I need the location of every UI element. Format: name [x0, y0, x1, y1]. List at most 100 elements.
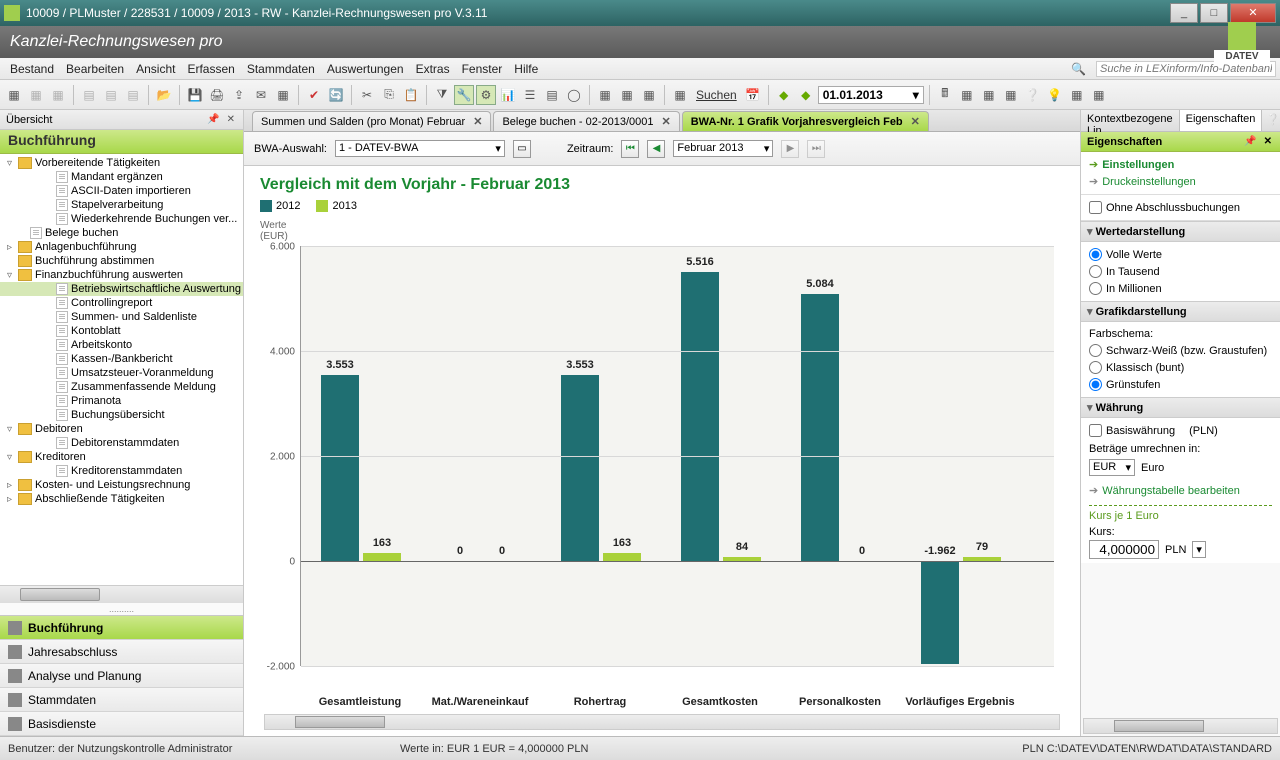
tree-node[interactable]: Stapelverarbeitung: [0, 198, 243, 212]
chk-abschluss[interactable]: Ohne Abschlussbuchungen: [1089, 199, 1272, 216]
expand-button[interactable]: ▭: [513, 140, 531, 158]
tree-node[interactable]: Buchungsübersicht: [0, 408, 243, 422]
tool-5[interactable]: ▤: [101, 85, 121, 105]
search-icon[interactable]: 🔍: [1065, 62, 1092, 76]
opt-tausend[interactable]: In Tausend: [1089, 263, 1272, 280]
opt-millionen[interactable]: In Millionen: [1089, 280, 1272, 297]
tool-r5[interactable]: ▦: [1067, 85, 1087, 105]
panel-close-icon[interactable]: ✕: [1264, 136, 1274, 147]
tool-y3[interactable]: ▦: [639, 85, 659, 105]
tool-g1[interactable]: ◆: [774, 85, 794, 105]
tree-node[interactable]: Primanota: [0, 394, 243, 408]
help-icon[interactable]: ❔: [1023, 85, 1043, 105]
menu-bestand[interactable]: Bestand: [4, 62, 60, 76]
tree-node[interactable]: Betriebswirtschaftliche Auswertung: [0, 282, 243, 296]
tool-4[interactable]: ▤: [79, 85, 99, 105]
chart-scrollbar[interactable]: [264, 714, 1060, 730]
nav-basisdienste[interactable]: Basisdienste: [0, 712, 243, 736]
print-icon[interactable]: 🖨: [207, 85, 227, 105]
bwa-select[interactable]: 1 - DATEV-BWA▾: [335, 140, 505, 157]
pin-icon[interactable]: 📌: [1244, 136, 1258, 147]
tool-y1[interactable]: ▦: [595, 85, 615, 105]
tool-2[interactable]: ▦: [26, 85, 46, 105]
list-icon[interactable]: ☰: [520, 85, 540, 105]
tree-node[interactable]: Mandant ergänzen: [0, 170, 243, 184]
link-currency-table[interactable]: Währungstabelle bearbeiten: [1089, 482, 1272, 499]
right-scrollbar[interactable]: [1083, 718, 1278, 734]
link-settings[interactable]: Einstellungen: [1089, 156, 1272, 173]
tab-close-icon[interactable]: ✕: [911, 115, 920, 128]
tool-z[interactable]: ▦: [670, 85, 690, 105]
opt-klassisch[interactable]: Klassisch (bunt): [1089, 359, 1272, 376]
document-tab[interactable]: BWA-Nr. 1 Grafik Vorjahresvergleich Feb✕: [682, 111, 929, 131]
tree-node[interactable]: ▹Kosten- und Leistungsrechnung: [0, 478, 243, 492]
opt-vollewerte[interactable]: Volle Werte: [1089, 246, 1272, 263]
tab-close-icon[interactable]: ✕: [473, 115, 482, 128]
tree-scrollbar[interactable]: [0, 585, 243, 603]
close-button[interactable]: ✕: [1230, 3, 1276, 23]
tree-node[interactable]: ▿Kreditoren: [0, 450, 243, 464]
nav-stammdaten[interactable]: Stammdaten: [0, 688, 243, 712]
chk-base[interactable]: Basiswährung(PLN): [1089, 422, 1272, 439]
tree-node[interactable]: ▿Debitoren: [0, 422, 243, 436]
maximize-button[interactable]: □: [1200, 3, 1228, 23]
nav-buchführung[interactable]: Buchführung: [0, 616, 243, 640]
bulb-icon[interactable]: 💡: [1045, 85, 1065, 105]
date-field[interactable]: 01.01.2013▾: [818, 86, 924, 104]
tool-3[interactable]: ▦: [48, 85, 68, 105]
search-link[interactable]: Suchen: [692, 88, 741, 102]
link-print[interactable]: Druckeinstellungen: [1089, 173, 1272, 190]
tree-node[interactable]: Zusammenfassende Meldung: [0, 380, 243, 394]
tool-r3[interactable]: ▦: [979, 85, 999, 105]
kurs-input[interactable]: [1089, 540, 1159, 559]
menu-ansicht[interactable]: Ansicht: [130, 62, 181, 76]
cut-icon[interactable]: ✂: [357, 85, 377, 105]
tool-1[interactable]: ▦: [4, 85, 24, 105]
menu-erfassen[interactable]: Erfassen: [181, 62, 240, 76]
settings-icon[interactable]: ⚙: [476, 85, 496, 105]
tree-node[interactable]: Umsatzsteuer-Voranmeldung: [0, 366, 243, 380]
prev-button[interactable]: ◀: [647, 140, 665, 158]
check-icon[interactable]: ✔: [304, 85, 324, 105]
tree-node[interactable]: ▿Finanzbuchführung auswerten: [0, 268, 243, 282]
tool-x2[interactable]: ◯: [564, 85, 584, 105]
tree-node[interactable]: ▹Anlagenbuchführung: [0, 240, 243, 254]
nav-tree[interactable]: ▿Vorbereitende TätigkeitenMandant ergänz…: [0, 154, 243, 585]
tree-node[interactable]: ASCII-Daten importieren: [0, 184, 243, 198]
next-button[interactable]: ▶: [781, 140, 799, 158]
tree-node[interactable]: Summen- und Saldenliste: [0, 310, 243, 324]
menu-auswertungen[interactable]: Auswertungen: [321, 62, 410, 76]
save-icon[interactable]: 💾: [185, 85, 205, 105]
document-tab[interactable]: Belege buchen - 02-2013/0001✕: [493, 111, 679, 131]
tool-6[interactable]: ▤: [123, 85, 143, 105]
last-button[interactable]: ⏭: [807, 140, 825, 158]
tree-node[interactable]: Debitorenstammdaten: [0, 436, 243, 450]
refresh-icon[interactable]: 🔄: [326, 85, 346, 105]
tool-g2[interactable]: ◆: [796, 85, 816, 105]
first-button[interactable]: ⏮: [621, 140, 639, 158]
nav-analyse und planung[interactable]: Analyse und Planung: [0, 664, 243, 688]
tool-x1[interactable]: ▤: [542, 85, 562, 105]
document-tab[interactable]: Summen und Salden (pro Monat) Februar✕: [252, 111, 491, 131]
tree-node[interactable]: Belege buchen: [0, 226, 243, 240]
calc-icon[interactable]: 🖩: [935, 85, 955, 105]
tool-y2[interactable]: ▦: [617, 85, 637, 105]
pin-icon[interactable]: 📌: [207, 114, 221, 125]
kurs-dropdown[interactable]: ▾: [1192, 541, 1206, 558]
minimize-button[interactable]: _: [1170, 3, 1198, 23]
copy-icon[interactable]: ⎘: [379, 85, 399, 105]
help-side-icon[interactable]: ❔: [1262, 110, 1280, 131]
tree-node[interactable]: Kontoblatt: [0, 324, 243, 338]
menu-extras[interactable]: Extras: [410, 62, 456, 76]
opt-gruen[interactable]: Grünstufen: [1089, 376, 1272, 393]
tree-node[interactable]: Controllingreport: [0, 296, 243, 310]
period-select[interactable]: Februar 2013▾: [673, 140, 773, 157]
open-icon[interactable]: 📂: [154, 85, 174, 105]
tree-node[interactable]: Kassen-/Bankbericht: [0, 352, 243, 366]
chart-icon[interactable]: 📊: [498, 85, 518, 105]
currency-code[interactable]: EUR▾: [1089, 459, 1135, 476]
tree-node[interactable]: Arbeitskonto: [0, 338, 243, 352]
wrench-icon[interactable]: 🔧: [454, 85, 474, 105]
menu-stammdaten[interactable]: Stammdaten: [241, 62, 321, 76]
tool-r6[interactable]: ▦: [1089, 85, 1109, 105]
